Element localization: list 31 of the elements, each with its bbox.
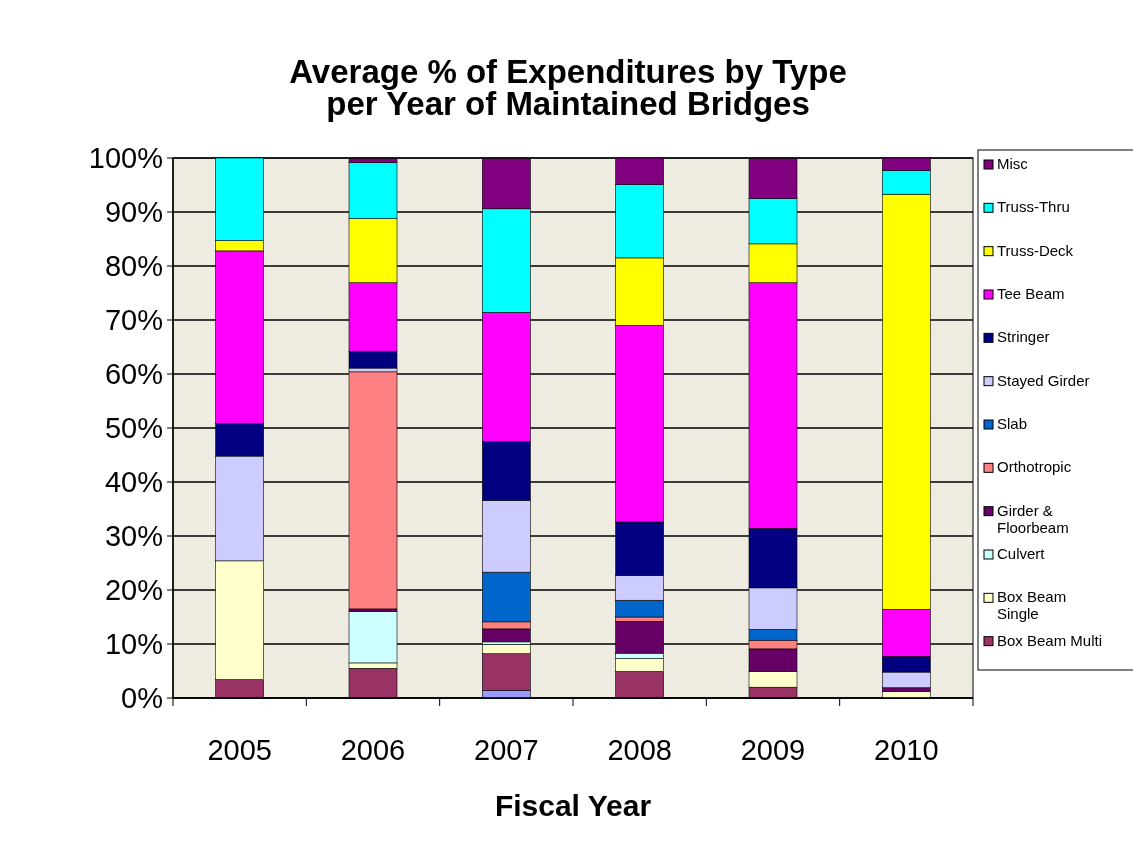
legend-label: Stayed Girder xyxy=(997,371,1090,389)
x-tick-label: 2006 xyxy=(340,734,406,766)
y-tick-label: 30% xyxy=(104,520,163,553)
x-axis-title: Fiscal Year xyxy=(494,789,652,822)
x-tick-label: 2007 xyxy=(474,734,539,766)
y-tick-label: 0% xyxy=(121,682,163,715)
x-tick-label: 2010 xyxy=(874,734,939,766)
legend-label: Tee Beam xyxy=(997,285,1065,302)
y-tick-label: 60% xyxy=(104,358,163,391)
legend-label: Girder & Floorbeam xyxy=(997,501,1069,536)
y-tick-label: 90% xyxy=(104,196,163,229)
legend-label: Culvert xyxy=(997,545,1046,562)
legend-label: Orthotropic xyxy=(997,458,1072,476)
y-tick-label: 20% xyxy=(104,574,163,607)
y-tick-label: 100% xyxy=(88,142,163,175)
y-tick-label: 70% xyxy=(104,304,163,337)
legend-label: Truss-Thru xyxy=(997,198,1070,216)
x-tick-label: 2008 xyxy=(607,734,672,766)
y-tick-label: 10% xyxy=(104,628,163,661)
legend-label: Slab xyxy=(997,415,1028,432)
legend-label: Stringer xyxy=(997,328,1050,346)
legend-label: Misc xyxy=(997,155,1029,172)
chart-title: Average % of Expenditures by Type per Year of Maintained Bridges xyxy=(289,53,847,122)
legend-label: Box Beam Multi xyxy=(997,631,1103,649)
y-tick-label: 50% xyxy=(104,412,163,445)
legend-label: Truss-Deck xyxy=(997,241,1074,259)
y-tick-label: 40% xyxy=(104,466,163,499)
x-tick-label: 2009 xyxy=(740,734,806,766)
y-tick-label: 80% xyxy=(104,250,163,283)
legend-label: Box Beam Single xyxy=(997,588,1067,623)
x-tick-label: 2005 xyxy=(207,734,272,766)
